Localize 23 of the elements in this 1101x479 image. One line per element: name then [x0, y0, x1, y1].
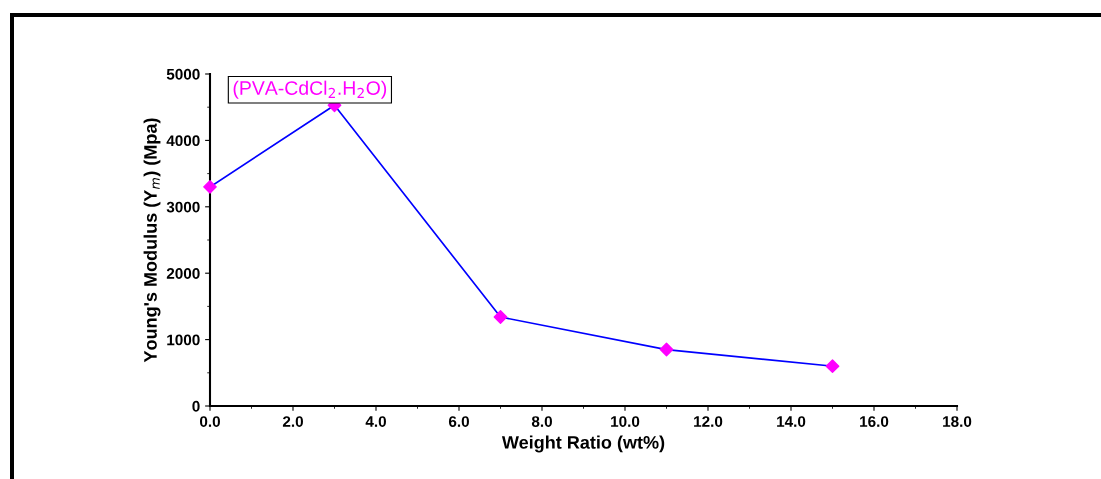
point [203, 179, 217, 194]
x-tick-label: 10.0 [611, 416, 640, 427]
x-tick-label: 8.0 [531, 416, 552, 427]
y-tick-label: 5000 [166, 68, 200, 80]
x-tick-label: 6.0 [448, 416, 469, 427]
point [493, 310, 508, 324]
y-tick-label: 4000 [166, 135, 200, 147]
y-tick-label: 2000 [166, 268, 200, 279]
x-tick-label: 0.0 [199, 416, 220, 427]
x-tick-label: 14.0 [777, 416, 806, 427]
x-axis-title: Weight Ratio (wt%) [501, 435, 665, 453]
y-tick-label: 0 [192, 400, 200, 412]
point [659, 342, 674, 357]
y-tick-label: 3000 [166, 201, 200, 213]
annotation: (PVA-CdCl$_{2}$.H$_{2}$O) [233, 80, 387, 99]
y-tick-label: 1000 [167, 334, 200, 346]
x-tick-label: 12.0 [694, 416, 723, 427]
x-tick-label: 4.0 [365, 416, 386, 427]
x-tick-label: 18.0 [943, 416, 972, 427]
point [825, 359, 840, 374]
x-tick-label: 16.0 [860, 416, 889, 427]
y-axis-title: Young's Modulus (Y$_{m}$) (Mpa) [143, 118, 161, 363]
x-tick-label: 2.0 [282, 416, 303, 427]
